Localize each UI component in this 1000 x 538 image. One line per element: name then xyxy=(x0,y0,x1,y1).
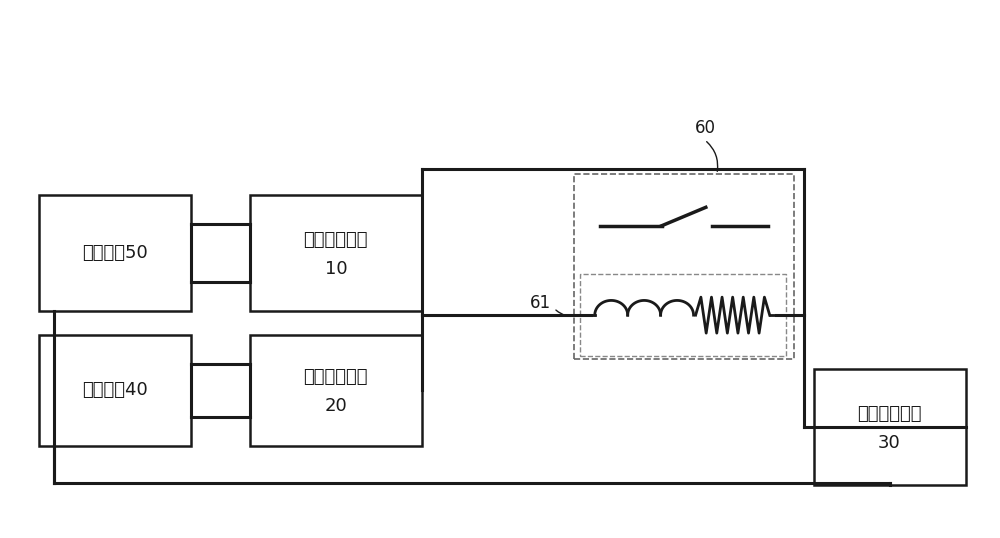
Text: 60: 60 xyxy=(695,119,716,137)
Text: 30: 30 xyxy=(878,434,901,452)
Text: 电压变换电路: 电压变换电路 xyxy=(304,231,368,249)
Bar xyxy=(574,174,794,359)
Text: 控制单元40: 控制单元40 xyxy=(82,381,148,399)
Bar xyxy=(250,195,422,311)
Bar xyxy=(39,195,191,311)
Text: 20: 20 xyxy=(324,397,347,415)
Bar xyxy=(814,369,966,485)
Text: 10: 10 xyxy=(325,260,347,278)
Text: 电流检测单元: 电流检测单元 xyxy=(857,405,922,423)
Text: 61: 61 xyxy=(529,294,551,312)
Bar xyxy=(39,335,191,445)
Bar xyxy=(250,335,422,445)
Bar xyxy=(580,274,786,356)
Text: 电压检测单元: 电压检测单元 xyxy=(304,368,368,386)
Text: 供电电源50: 供电电源50 xyxy=(82,244,148,262)
